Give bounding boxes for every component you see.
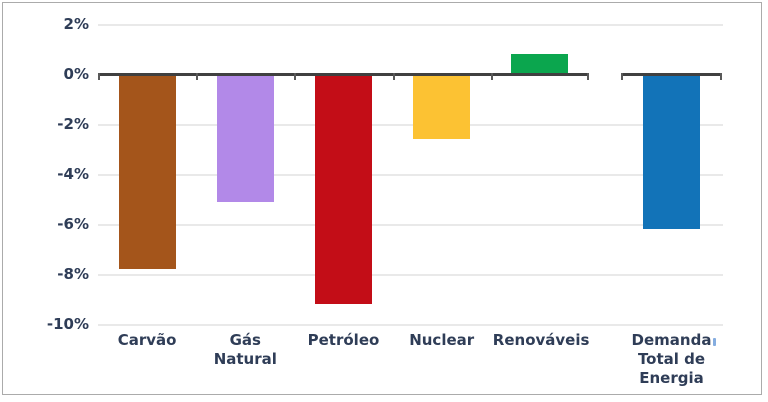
bar-petroleo bbox=[315, 74, 372, 304]
x-axis-tick bbox=[196, 73, 199, 80]
y-axis-tick-label: -8% bbox=[57, 265, 89, 283]
x-axis-tick bbox=[392, 73, 395, 80]
gridline-10 bbox=[98, 324, 723, 326]
y-axis-tick-label: -6% bbox=[57, 215, 89, 233]
gridline-4 bbox=[98, 174, 723, 176]
category-label-carvao: Carvão bbox=[117, 331, 177, 349]
x-axis-tick bbox=[621, 73, 623, 80]
bar-renovaveis bbox=[511, 54, 569, 74]
gridline-6 bbox=[98, 224, 723, 226]
x-axis-tick bbox=[587, 73, 589, 80]
x-axis-tick bbox=[294, 73, 297, 80]
y-axis-tick-label: 2% bbox=[63, 15, 89, 33]
x-axis-segment-total-demand bbox=[621, 73, 722, 76]
chart-frame: 2% 0% -2% -4% -6% -8% -10% Carvão Gás Natural Pet… bbox=[2, 2, 762, 395]
gridline-8 bbox=[98, 274, 723, 276]
bar-nuclear bbox=[413, 74, 471, 139]
category-label-gas-natural: Gás Natural bbox=[213, 331, 277, 368]
x-axis-tick bbox=[720, 73, 722, 80]
footnote-mark bbox=[713, 338, 716, 346]
y-axis-tick-label: -10% bbox=[46, 315, 89, 333]
x-axis-segment-energy-sources bbox=[98, 73, 589, 76]
bar-demanda-total-de-energia bbox=[643, 74, 700, 229]
y-axis-tick-label: 0% bbox=[63, 65, 89, 83]
x-axis-tick bbox=[490, 73, 493, 80]
bar-gas-natural bbox=[216, 74, 274, 202]
y-axis-tick-label: -2% bbox=[57, 115, 89, 133]
y-axis-tick-label: -4% bbox=[57, 165, 89, 183]
category-label-demanda-total-de-energia: Demanda Total de Energia bbox=[631, 331, 712, 387]
gridline-2 bbox=[98, 124, 723, 126]
category-label-renovaveis: Renováveis bbox=[492, 331, 590, 349]
category-label-petroleo: Petróleo bbox=[307, 331, 380, 349]
bar-carvao bbox=[118, 74, 176, 269]
gridline-2 bbox=[98, 24, 723, 26]
x-axis-tick bbox=[98, 73, 100, 80]
category-label-nuclear: Nuclear bbox=[409, 331, 475, 349]
